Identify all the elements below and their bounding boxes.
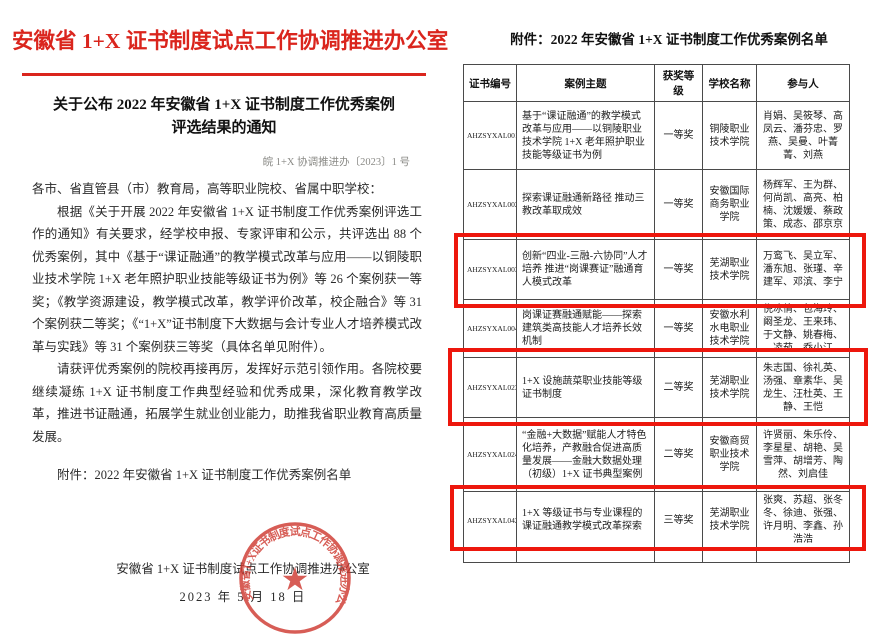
paragraph-encouragement: 请获评优秀案例的院校再接再厉，发挥好示范引领作用。各院校要继续凝练 1+X 证书… bbox=[32, 362, 422, 444]
attachment-page: 附件：2022 年安徽省 1+X 证书制度工作优秀案例名单 证书编号 案例主题 … bbox=[448, 12, 890, 624]
table-row: AHZSYXAL002 探索课证融通新路径 推动三教改革取成效 一等奖 安徽国际… bbox=[463, 169, 850, 240]
cell-award-level: 三等奖 bbox=[654, 491, 703, 549]
cell-participants: 朱志国、徐礼英、汤强、章素华、吴龙生、汪杜英、王静、王恺 bbox=[756, 357, 850, 418]
cell-award-level: 一等奖 bbox=[654, 169, 703, 240]
cell-case-topic: 探索课证融通新路径 推动三教改革取成效 bbox=[516, 169, 655, 240]
attachment-reference: 附件：2022 年安徽省 1+X 证书制度工作优秀案例名单 bbox=[57, 468, 352, 482]
header-participants: 参与人 bbox=[756, 64, 850, 102]
cell-award-level: 一等奖 bbox=[654, 239, 703, 300]
cell-cert-code: AHZSYXAL003 bbox=[463, 239, 517, 300]
cell-participants: 张爽、苏超、张冬冬、徐迪、张强、许月明、李鑫、孙浩浩 bbox=[756, 491, 850, 549]
notice-page: 安徽省 1+X 证书制度试点工作协调推进办公室 关于公布 2022 年安徽省 1… bbox=[12, 10, 449, 634]
highlight-box-row7 bbox=[450, 485, 866, 551]
table-header-row: 证书编号 案例主题 获奖等级 学校名称 参与人 bbox=[463, 64, 850, 102]
cell-cert-code: AHZSYXAL024 bbox=[463, 417, 517, 492]
cell-school-name: 芜湖职业技术学院 bbox=[702, 239, 757, 300]
notice-title-line1: 关于公布 2022 年安徽省 1+X 证书制度工作优秀案例 bbox=[53, 97, 395, 113]
header-cert-code: 证书编号 bbox=[463, 64, 517, 102]
cell-cert-code: AHZSYXAL001 bbox=[463, 101, 517, 170]
document-number: 皖 1+X 协调推进办〔2023〕1 号 bbox=[262, 157, 410, 168]
table-row-highlighted: AHZSYXAL042 1+X 等级证书与专业课程的课证融通教学模式改革探索 三… bbox=[463, 491, 850, 549]
cell-participants: 万鸾飞、吴立军、潘东旭、张瑾、辛建军、邓滨、李宁 bbox=[756, 239, 850, 300]
cell-school-name: 安徽国际商务职业学院 bbox=[702, 169, 757, 240]
cell-cert-code: AHZSYXAL002 bbox=[463, 169, 517, 240]
table-row-highlighted: AHZSYXAL023 1+X 设施蔬菜职业技能等级证书制度 二等奖 芜湖职业技… bbox=[463, 357, 850, 418]
signing-agency: 安徽省 1+X 证书制度试点工作协调推进办公室 bbox=[116, 562, 370, 576]
header-case-topic: 案例主题 bbox=[516, 64, 655, 102]
attachment-title: 附件：2022 年安徽省 1+X 证书制度工作优秀案例名单 bbox=[510, 32, 828, 47]
highlight-box-row3 bbox=[454, 233, 866, 308]
signing-date: 2023 年 5 月 18 日 bbox=[179, 590, 307, 604]
cell-award-level: 二等奖 bbox=[654, 357, 703, 418]
cell-award-level: 二等奖 bbox=[654, 417, 703, 492]
masthead-divider bbox=[22, 73, 426, 76]
cell-participants: 肖娟、吴筱琴、高凤云、潘芬忠、罗燕、吴曼、叶菁菁、刘燕 bbox=[756, 101, 850, 170]
cell-cert-code: AHZSYXAL023 bbox=[463, 357, 517, 418]
signature-block: 安徽省 1+X 证书制度试点工作协调推进办公室 2023 年 5 月 18 日 bbox=[68, 558, 418, 605]
table-row: AHZSYXAL001 基于“课证融通”的教学模式改革与应用——以铜陵职业技术学… bbox=[463, 101, 850, 170]
notice-title: 关于公布 2022 年安徽省 1+X 证书制度工作优秀案例 评选结果的通知 bbox=[12, 94, 436, 140]
cell-school-name: 铜陵职业技术学院 bbox=[702, 101, 757, 170]
cell-case-topic: “金融+大数据”赋能人才特色化培养，产教融合促进高质量发展——金融大数据处理（初… bbox=[516, 417, 655, 492]
cell-school-name: 安徽商贸职业技术学院 bbox=[702, 417, 757, 492]
salutation: 各市、省直管县（市）教育局，高等职业院校、省属中职学校： bbox=[32, 182, 383, 196]
cell-participants: 杨辉军、王为群、何尚凯、高亮、柏楠、沈媛媛、蔡政策、成态、邵京京 bbox=[756, 169, 850, 240]
notice-body: 各市、省直管县（市）教育局，高等职业院校、省属中职学校： 根据《关于开展 202… bbox=[32, 178, 422, 487]
cell-case-topic: 基于“课证融通”的教学模式改革与应用——以铜陵职业技术学院 1+X 老年照护职业… bbox=[516, 101, 655, 170]
cell-case-topic: 1+X 等级证书与专业课程的课证融通教学模式改革探索 bbox=[516, 491, 655, 549]
cell-participants: 许贤丽、朱乐伶、李星星、胡艳、吴雪萍、胡增芳、陶然、刘启佳 bbox=[756, 417, 850, 492]
cell-award-level: 一等奖 bbox=[654, 101, 703, 170]
header-award-level: 获奖等级 bbox=[654, 64, 703, 102]
highlight-box-row5 bbox=[448, 348, 868, 426]
table-row: AHZSYXAL024 “金融+大数据”赋能人才特色化培养，产教融合促进高质量发… bbox=[463, 417, 850, 492]
paragraph-results: 根据《关于开展 2022 年安徽省 1+X 证书制度工作优秀案例评选工作的通知》… bbox=[32, 204, 422, 354]
header-school-name: 学校名称 bbox=[702, 64, 757, 102]
table-row-highlighted: AHZSYXAL003 创新“四业-三融-六协同”人才培养 推进“岗课赛证”融通… bbox=[463, 239, 850, 300]
agency-masthead: 安徽省 1+X 证书制度试点工作协调推进办公室 bbox=[12, 29, 449, 53]
notice-title-line2: 评选结果的通知 bbox=[171, 120, 277, 136]
